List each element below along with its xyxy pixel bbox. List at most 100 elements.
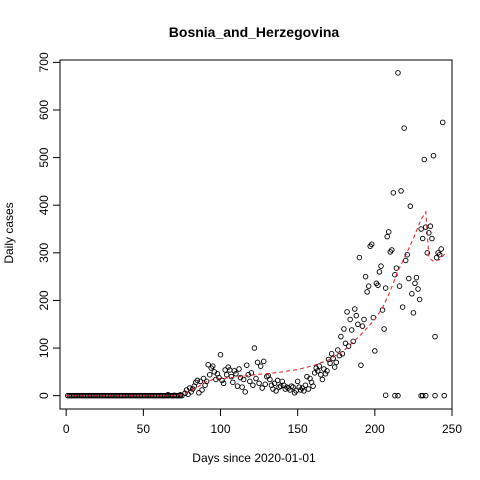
data-point	[433, 254, 440, 261]
data-point	[419, 392, 426, 399]
data-point	[368, 241, 375, 248]
data-point	[271, 380, 278, 387]
data-point	[302, 382, 309, 388]
data-point	[439, 119, 446, 126]
data-point	[206, 371, 213, 378]
data-point	[267, 376, 273, 383]
data-point	[378, 263, 384, 269]
data-point	[188, 389, 194, 395]
y-axis: 0 100 200 300 400 500 600 700	[37, 52, 61, 399]
data-point	[392, 392, 398, 399]
data-point	[328, 351, 335, 357]
data-point	[250, 382, 256, 388]
data-point	[392, 271, 398, 278]
data-point	[415, 286, 421, 292]
data-point	[432, 392, 438, 399]
data-point	[316, 363, 323, 369]
data-point	[356, 254, 363, 261]
data-point	[413, 274, 420, 281]
data-point	[319, 376, 326, 383]
data-point	[339, 351, 346, 357]
data-point	[361, 316, 367, 323]
data-point	[318, 371, 324, 378]
series-layer	[64, 70, 448, 399]
data-point	[210, 363, 216, 369]
data-point	[407, 203, 414, 209]
y-axis-label: Daily cases	[2, 202, 16, 263]
data-point	[242, 389, 248, 395]
data-point	[231, 368, 238, 374]
data-point	[296, 384, 302, 390]
data-point	[385, 229, 392, 235]
data-point	[322, 371, 329, 377]
data-point	[421, 156, 427, 163]
data-point	[404, 251, 410, 258]
data-point	[274, 377, 281, 384]
data-point	[220, 380, 227, 387]
data-point	[376, 269, 383, 275]
data-point	[441, 392, 448, 399]
data-point	[350, 338, 356, 345]
trend-line	[66, 210, 447, 397]
data-point	[382, 392, 389, 398]
data-point	[344, 309, 350, 315]
data-point	[410, 310, 417, 316]
data-point	[395, 392, 401, 399]
y-tick-label: 500	[37, 147, 51, 167]
data-point	[259, 385, 265, 391]
data-point	[352, 306, 358, 312]
data-point	[217, 351, 224, 358]
data-point	[345, 343, 352, 349]
data-point	[342, 340, 349, 347]
data-point	[301, 388, 307, 394]
data-point	[438, 246, 444, 252]
data-point	[197, 378, 204, 385]
data-point	[203, 378, 210, 385]
data-point	[233, 371, 239, 377]
plot-frame	[59, 59, 453, 410]
data-point	[419, 235, 426, 242]
data-point	[362, 273, 369, 280]
data-point	[310, 383, 316, 389]
data-point	[372, 348, 378, 354]
data-point	[330, 355, 336, 362]
y-tick-label: 300	[37, 242, 51, 262]
data-point	[390, 190, 397, 196]
data-point	[364, 289, 370, 295]
data-point	[430, 152, 437, 159]
data-point	[399, 304, 406, 310]
data-point	[262, 381, 269, 387]
x-tick-label: 0	[63, 422, 70, 436]
data-point	[347, 316, 353, 323]
y-tick-label: 700	[37, 52, 51, 72]
x-tick-label: 50	[137, 422, 151, 436]
data-point	[335, 347, 341, 353]
data-point	[327, 360, 333, 367]
data-point	[359, 323, 366, 329]
data-point	[358, 362, 364, 368]
y-tick-label: 200	[37, 290, 51, 310]
data-point	[182, 390, 188, 397]
data-point	[253, 375, 259, 382]
data-point	[228, 373, 235, 380]
data-point	[416, 296, 423, 303]
data-point	[384, 233, 390, 240]
data-point	[402, 257, 409, 264]
data-point	[382, 285, 389, 291]
data-point	[355, 321, 361, 327]
data-point	[254, 359, 261, 366]
data-point	[219, 377, 225, 384]
data-point	[424, 250, 431, 256]
data-point	[273, 388, 279, 394]
data-point	[225, 364, 231, 370]
data-point	[239, 384, 245, 390]
data-point	[333, 359, 340, 366]
data-point	[427, 223, 434, 229]
data-point	[234, 383, 241, 389]
data-point	[398, 188, 404, 194]
data-point	[196, 390, 202, 396]
data-point	[418, 226, 424, 232]
data-point	[189, 386, 196, 392]
data-point	[324, 368, 330, 374]
